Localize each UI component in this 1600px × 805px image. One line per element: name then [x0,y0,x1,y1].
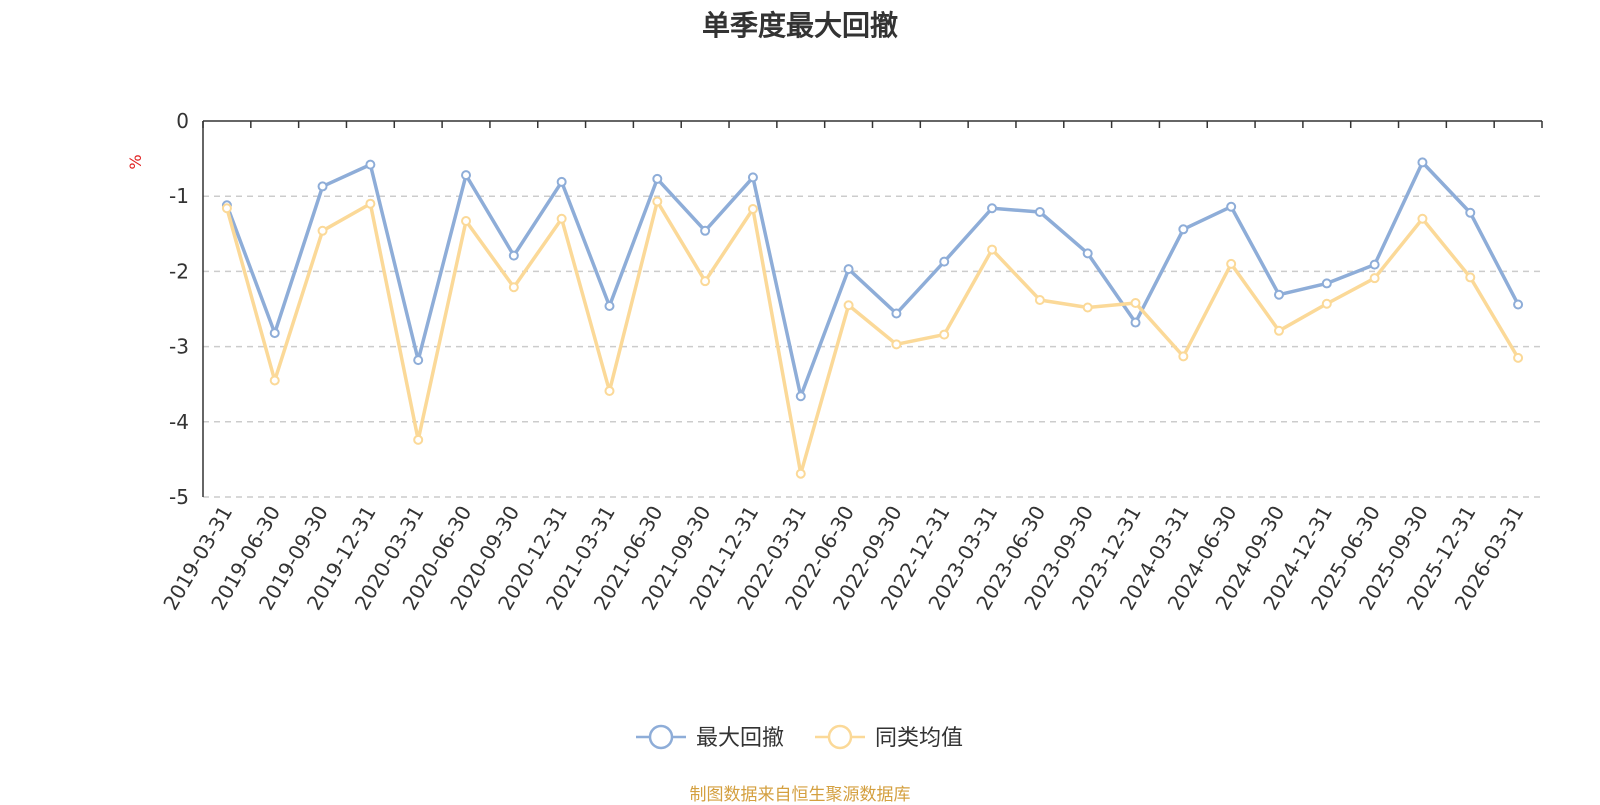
series-1-point [1465,207,1476,218]
series-line-1 [225,160,1520,398]
series-1-point [604,300,615,311]
series-2-point [843,300,854,311]
y-tick-label: -3 [169,335,189,359]
chart-title: 单季度最大回撤 [701,9,898,42]
series-1-point [1034,206,1045,217]
series-2-point [221,203,232,214]
series-2-point [1369,273,1380,284]
series-2-point [1273,325,1284,336]
series-2-point [269,375,280,386]
series-2-point [1513,352,1524,363]
series-2-point [317,225,328,236]
series-1-point [939,256,950,267]
legend: 最大回撤 同类均值 [636,724,963,751]
series-1-point [1226,201,1237,212]
series-1-point [365,159,376,170]
series-1-point [508,250,519,261]
legend-swatch-marker [827,724,853,750]
series-1-point [1321,278,1332,289]
series-2-point [987,244,998,255]
series-2-point [1178,351,1189,362]
series-1-point [1130,317,1141,328]
y-tick-label: 0 [176,109,189,133]
series-2-point [461,216,472,227]
series-2-point [939,329,950,340]
series-2-point [700,276,711,287]
series-1-point [1082,248,1093,259]
series-1-point [413,355,424,366]
series-1-point [652,173,663,184]
series-2-point [365,198,376,209]
series-1-point [1369,259,1380,270]
series-1-point [461,170,472,181]
series-2-point [795,468,806,479]
grid-lines [203,195,1542,498]
y-tick-label: -1 [169,184,189,208]
series-2-point [1321,298,1332,309]
series-2-point [891,339,902,350]
series-2-point [1034,294,1045,305]
series-1-point [1513,299,1524,310]
series-1-point [700,225,711,236]
series-2-point [1130,297,1141,308]
series-1-point [795,391,806,402]
series-2-point [1417,213,1428,224]
series-1-point [317,181,328,192]
series-2-point [508,282,519,293]
axes: 0-1-2-3-4-52019-03-312019-06-302019-09-3… [158,109,1543,614]
legend-label: 同类均值 [875,726,963,751]
series-layer [221,157,1524,479]
series-1-point [1417,157,1428,168]
y-tick-label: -4 [169,410,189,434]
series-1-point [987,203,998,214]
series-1-point [556,176,567,187]
series-1-point [843,264,854,275]
series-1-point [269,328,280,339]
series-2-point [1465,272,1476,283]
y-tick-label: -2 [169,259,189,283]
series-2-point [652,196,663,207]
series-2-point [604,385,615,396]
series-2-point [556,213,567,224]
series-line-2 [225,199,1520,476]
series-2-point [413,434,424,445]
legend-swatch-marker [648,724,674,750]
series-2-point [1082,302,1093,313]
source-note: 制图数据来自恒生聚源数据库 [689,785,911,805]
series-1-point [747,172,758,183]
y-axis-unit-label: % [126,154,145,169]
series-1-point [1178,224,1189,235]
series-1-point [891,308,902,319]
legend-label: 最大回撤 [696,726,784,751]
series-2-point [1226,258,1237,269]
y-tick-label: -5 [169,485,189,509]
series-1-point [1273,289,1284,300]
series-2-point [747,203,758,214]
